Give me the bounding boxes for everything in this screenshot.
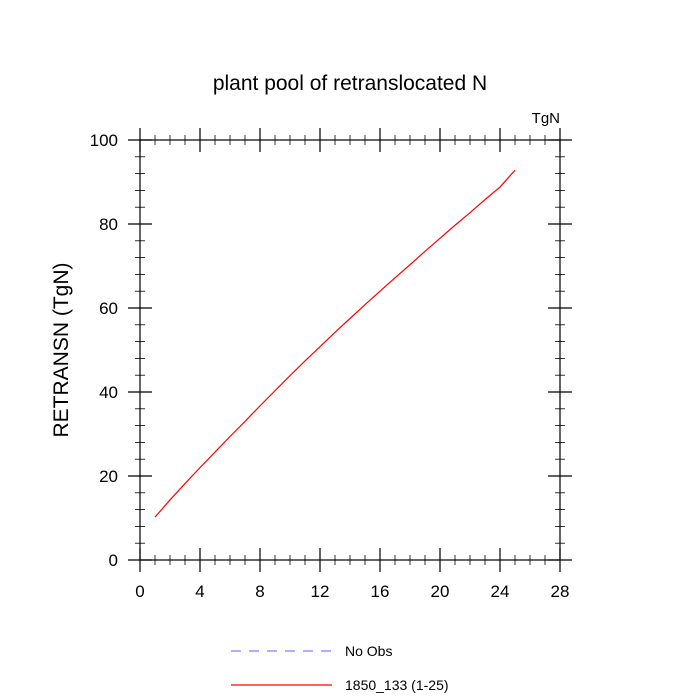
minor-ticks (135, 135, 565, 565)
units-label: TgN (532, 110, 560, 127)
y-tick-label: 100 (90, 131, 118, 150)
x-tick-label: 20 (431, 582, 450, 601)
y-tick-label: 40 (99, 383, 118, 402)
x-tick-label: 8 (255, 582, 264, 601)
legend-label-0: No Obs (345, 643, 392, 659)
y-tick-label: 0 (109, 551, 118, 570)
x-tick-label: 16 (371, 582, 390, 601)
plot-lines (154, 169, 516, 518)
major-ticks (128, 128, 572, 572)
chart-title: plant pool of retranslocated N (213, 72, 487, 95)
legend-label-1: 1850_133 (1-25) (345, 677, 449, 693)
x-tick-label: 12 (311, 582, 330, 601)
x-tick-label: 0 (135, 582, 144, 601)
legend: No Obs 1850_133 (1-25) (231, 643, 449, 693)
x-tick-label: 24 (491, 582, 510, 601)
x-tick-label: 4 (195, 582, 204, 601)
y-axis-label: RETRANSN (TgN) (50, 262, 73, 437)
tick-labels: 0 4 8 12 16 20 24 28 0 20 40 60 80 100 (90, 131, 570, 601)
series-line-1 (154, 169, 516, 518)
y-tick-label: 60 (99, 299, 118, 318)
x-tick-label: 28 (551, 582, 570, 601)
plot-frame (139, 139, 561, 561)
y-tick-label: 20 (99, 467, 118, 486)
y-tick-label: 80 (99, 215, 118, 234)
